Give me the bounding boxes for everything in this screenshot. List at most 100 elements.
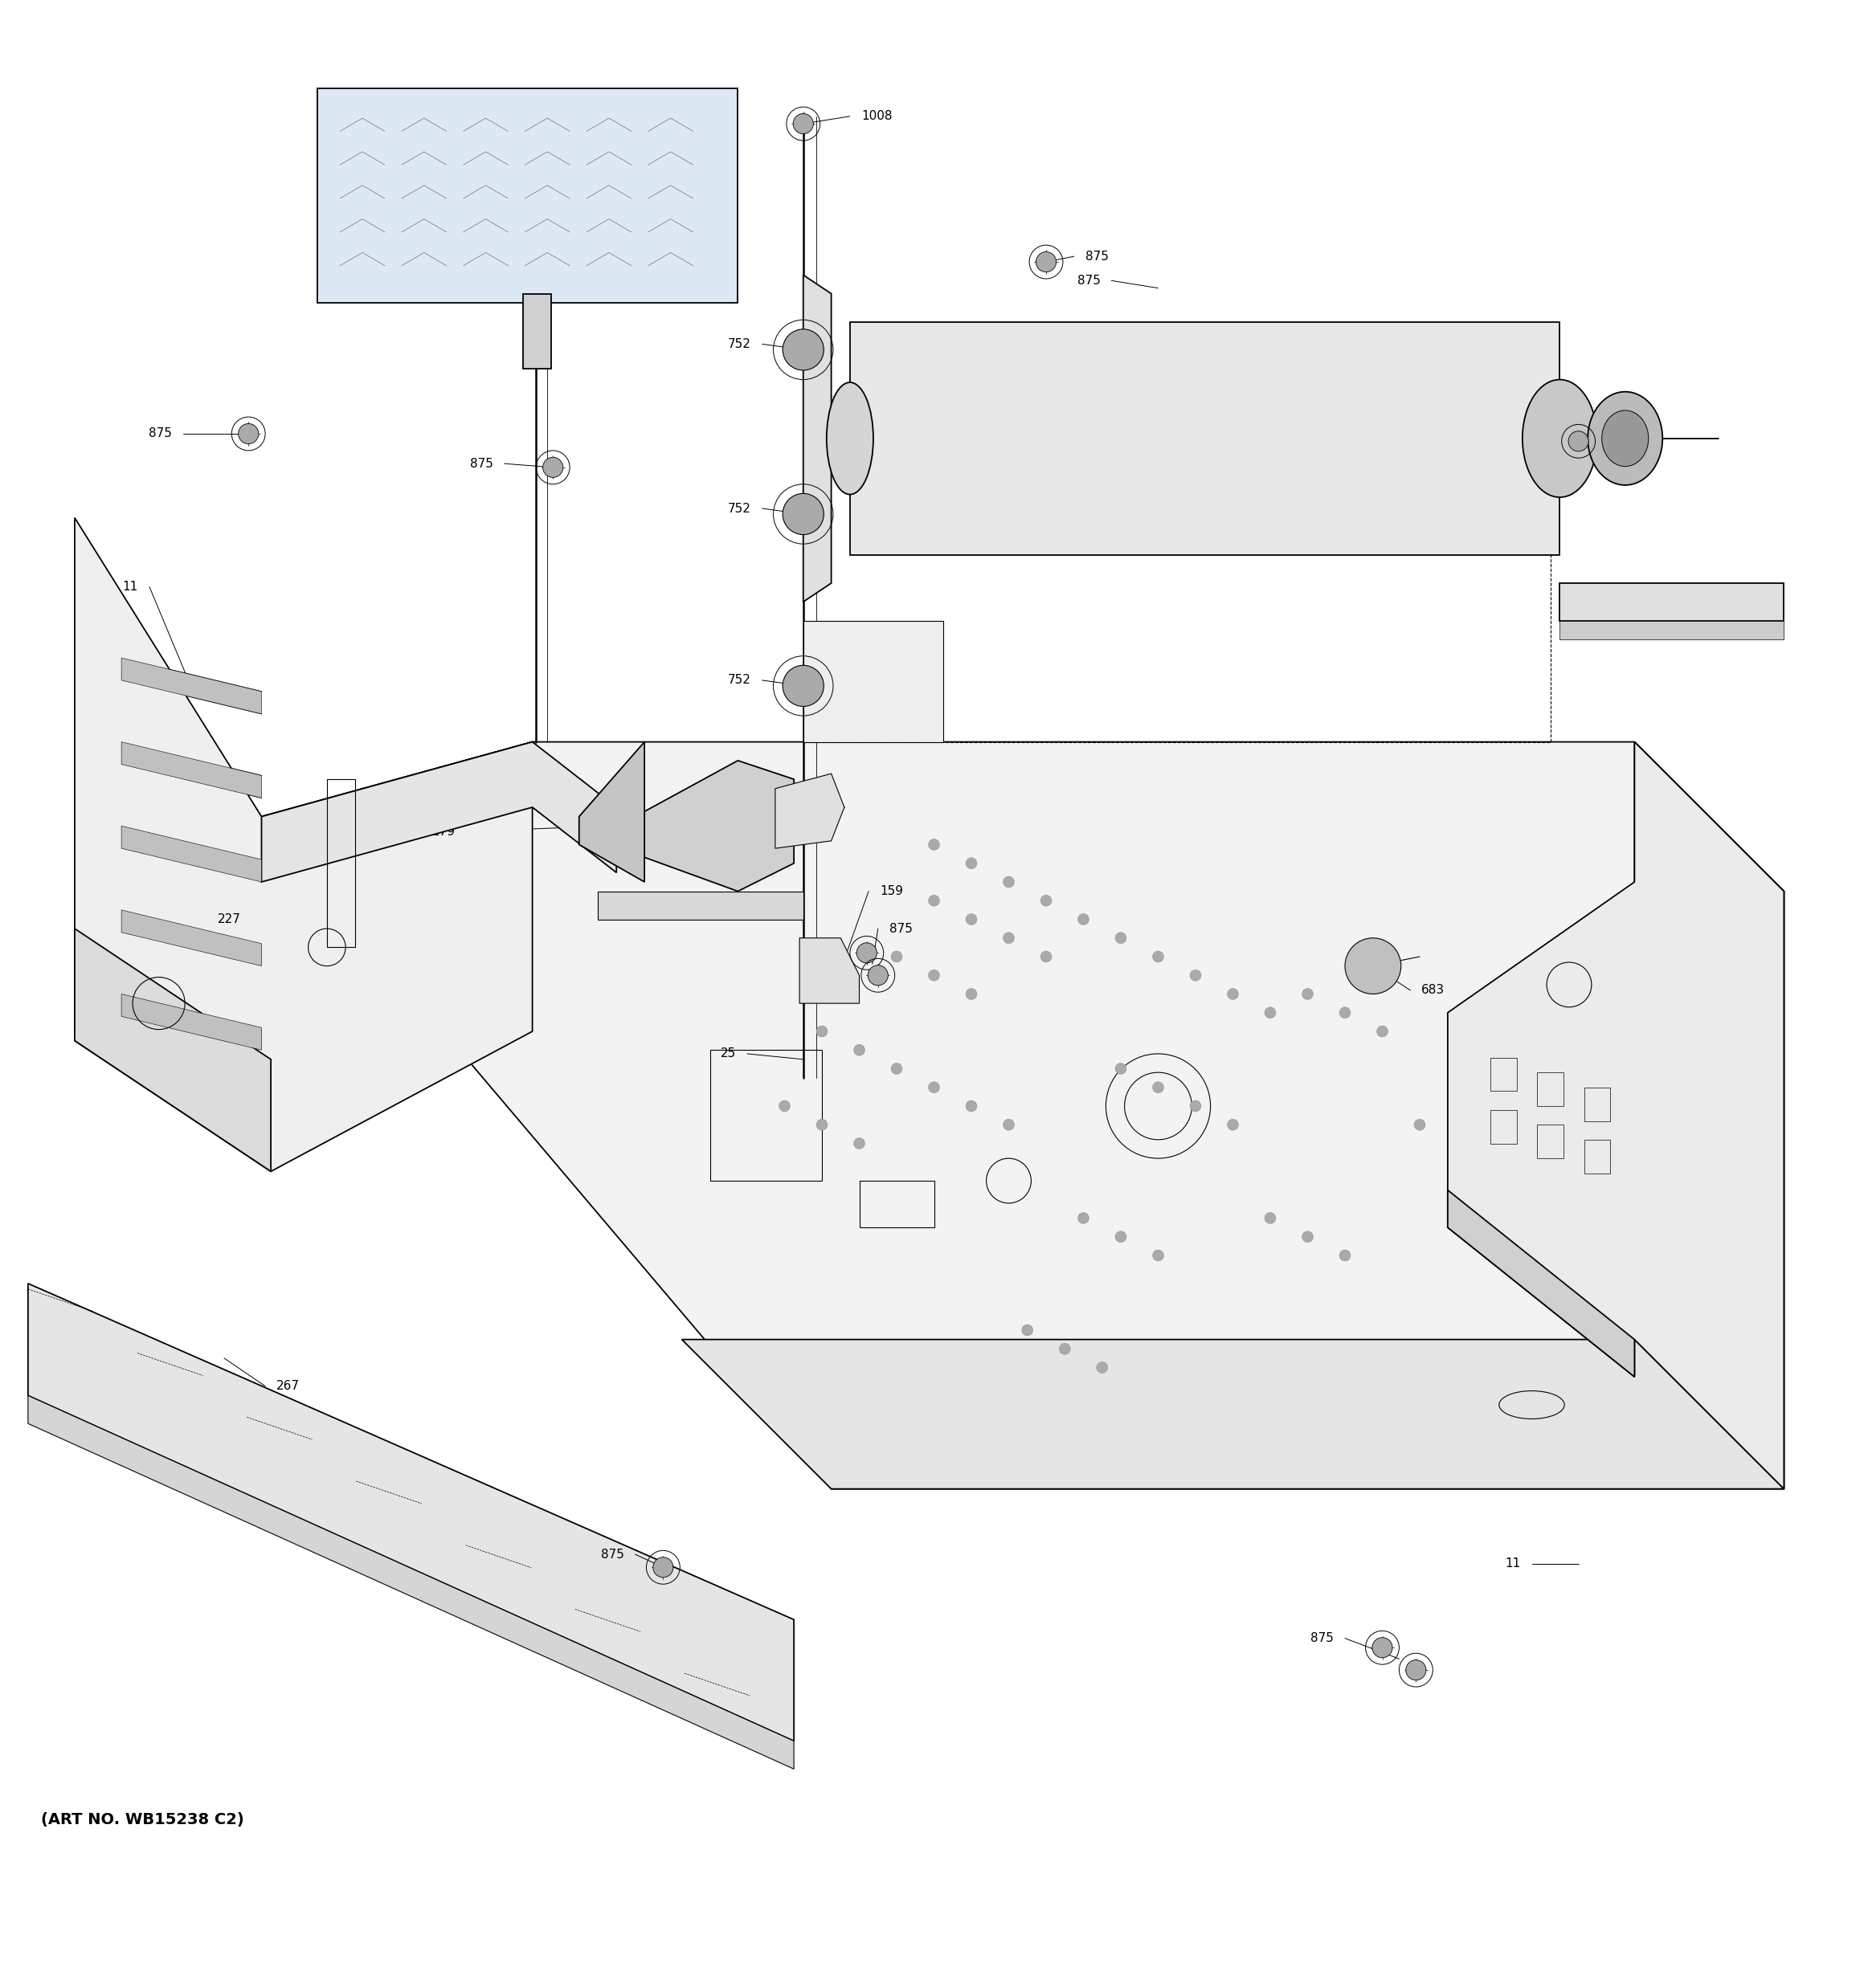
Text: 11: 11	[1506, 1557, 1521, 1571]
Text: (ART NO. WB15238 C2): (ART NO. WB15238 C2)	[41, 1811, 245, 1827]
Circle shape	[854, 1137, 865, 1149]
Polygon shape	[121, 825, 262, 883]
Bar	[859, 1181, 934, 1227]
Text: 683: 683	[1422, 984, 1446, 996]
Polygon shape	[75, 928, 271, 1171]
Polygon shape	[1448, 1191, 1634, 1378]
Circle shape	[1407, 1660, 1425, 1680]
Circle shape	[1115, 932, 1126, 944]
Circle shape	[654, 1557, 672, 1576]
Circle shape	[928, 895, 940, 907]
Circle shape	[783, 330, 824, 370]
Polygon shape	[850, 322, 1560, 555]
Circle shape	[1003, 1119, 1014, 1131]
Circle shape	[816, 1119, 828, 1131]
Circle shape	[816, 1026, 828, 1038]
Circle shape	[966, 857, 977, 869]
Text: 875: 875	[471, 457, 493, 469]
Text: 25: 25	[721, 1048, 736, 1060]
Circle shape	[966, 914, 977, 924]
Circle shape	[1302, 988, 1313, 1000]
Ellipse shape	[826, 382, 874, 495]
Circle shape	[1040, 950, 1052, 962]
Text: 752: 752	[729, 674, 751, 686]
Polygon shape	[28, 1396, 794, 1769]
Text: 227: 227	[219, 912, 241, 924]
Circle shape	[928, 970, 940, 980]
Circle shape	[869, 966, 887, 986]
Text: 875: 875	[1494, 435, 1517, 447]
Circle shape	[783, 666, 824, 706]
Circle shape	[1265, 1213, 1276, 1225]
Circle shape	[1489, 1157, 1500, 1167]
Circle shape	[928, 1081, 940, 1093]
Polygon shape	[1560, 620, 1784, 640]
Text: 283: 283	[751, 801, 773, 813]
Polygon shape	[1634, 742, 1784, 1489]
Polygon shape	[598, 891, 803, 918]
Circle shape	[1190, 1101, 1201, 1111]
Text: 278: 278	[331, 211, 353, 223]
Polygon shape	[803, 620, 943, 742]
Polygon shape	[1560, 582, 1784, 620]
Circle shape	[1022, 1324, 1033, 1336]
Circle shape	[857, 942, 876, 962]
Polygon shape	[803, 274, 831, 602]
Bar	[327, 779, 355, 948]
Bar	[1584, 1139, 1610, 1173]
Bar	[803, 396, 1550, 742]
Bar	[1537, 1072, 1564, 1105]
Circle shape	[1003, 932, 1014, 944]
Circle shape	[966, 988, 977, 1000]
Circle shape	[1037, 252, 1055, 272]
Circle shape	[783, 493, 824, 535]
Circle shape	[1373, 1638, 1392, 1658]
Polygon shape	[121, 742, 262, 797]
Circle shape	[239, 423, 258, 443]
Polygon shape	[775, 773, 844, 849]
Text: 875: 875	[149, 427, 172, 439]
Circle shape	[1078, 914, 1089, 924]
Circle shape	[928, 839, 940, 851]
Bar	[1491, 1109, 1517, 1143]
Polygon shape	[75, 517, 532, 1171]
Circle shape	[1097, 1362, 1108, 1374]
Circle shape	[1078, 1213, 1089, 1225]
Polygon shape	[523, 294, 551, 368]
Text: 11: 11	[123, 580, 138, 592]
Text: 752: 752	[729, 503, 751, 515]
Polygon shape	[121, 658, 262, 714]
Circle shape	[1377, 1026, 1388, 1038]
Ellipse shape	[1588, 392, 1663, 485]
Polygon shape	[121, 911, 262, 966]
Circle shape	[1302, 1231, 1313, 1242]
Circle shape	[891, 1064, 902, 1074]
Circle shape	[1339, 1250, 1351, 1260]
Bar	[710, 1050, 822, 1181]
Polygon shape	[682, 1340, 1784, 1489]
Polygon shape	[635, 761, 794, 891]
Circle shape	[1003, 877, 1014, 887]
Text: 267: 267	[276, 1380, 299, 1392]
Circle shape	[1227, 1119, 1238, 1131]
Circle shape	[1153, 1081, 1164, 1093]
Bar	[1550, 1256, 1588, 1274]
Circle shape	[854, 1044, 865, 1056]
Text: 875: 875	[1078, 274, 1100, 286]
Circle shape	[544, 457, 562, 477]
Circle shape	[1265, 1008, 1276, 1018]
Text: 752: 752	[729, 338, 751, 350]
Text: 875: 875	[1311, 1632, 1334, 1644]
Circle shape	[1190, 970, 1201, 980]
Polygon shape	[1448, 742, 1784, 1489]
Circle shape	[1227, 988, 1238, 1000]
FancyBboxPatch shape	[318, 87, 738, 302]
Polygon shape	[579, 742, 644, 883]
Circle shape	[1414, 1119, 1425, 1131]
Text: 32: 32	[1319, 376, 1334, 388]
Circle shape	[1040, 895, 1052, 907]
Polygon shape	[121, 994, 262, 1050]
Ellipse shape	[1603, 410, 1648, 467]
Polygon shape	[800, 938, 859, 1004]
Circle shape	[966, 1101, 977, 1111]
